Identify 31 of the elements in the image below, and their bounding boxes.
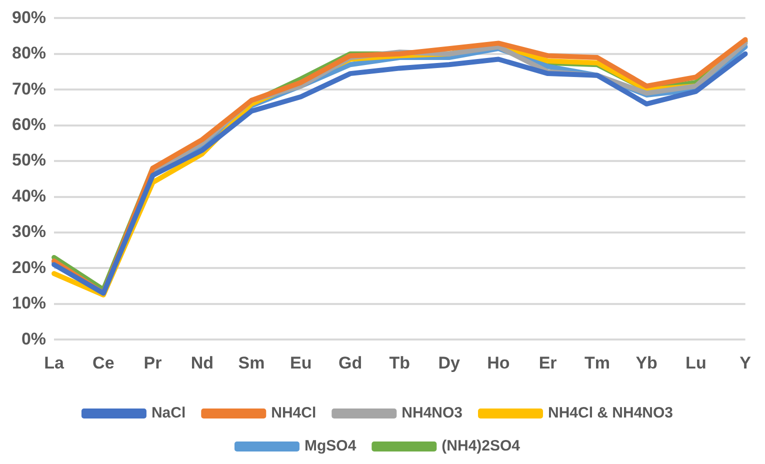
x-tick-label: Lu (686, 353, 706, 372)
y-tick-label: 30% (12, 222, 46, 242)
y-tick-label: 80% (12, 44, 46, 63)
x-tick-label: La (44, 353, 64, 372)
x-tick-label: Ce (92, 353, 114, 372)
legend-label: NH4Cl & NH4NO3 (548, 404, 674, 422)
x-tick-label: Eu (290, 353, 312, 372)
x-tick-label: Gd (338, 353, 362, 372)
y-tick-label: 0% (21, 329, 46, 348)
x-tick-label: Tm (584, 353, 610, 372)
x-tick-label: Yb (636, 353, 658, 372)
y-tick-label: 60% (12, 115, 46, 134)
legend-label: NH4Cl (271, 404, 316, 422)
legend-label: MgSO4 (304, 438, 357, 455)
legend-label: (NH4)2SO4 (442, 438, 521, 455)
legend-label: NH4NO3 (402, 404, 463, 422)
x-tick-label: Er (538, 353, 558, 372)
x-tick-label: Y (740, 353, 752, 372)
x-tick-label: Nd (190, 353, 214, 372)
y-tick-label: 40% (12, 186, 46, 206)
x-tick-label: Pr (144, 353, 162, 372)
x-tick-label: Tb (389, 353, 410, 372)
x-tick-label: Ho (487, 353, 510, 372)
x-tick-label: Sm (238, 353, 265, 372)
y-tick-label: 70% (12, 79, 46, 98)
y-tick-label: 90% (12, 8, 46, 27)
y-tick-label: 10% (12, 294, 46, 313)
legend-label: NaCl (151, 404, 186, 422)
x-tick-label: Dy (438, 353, 460, 372)
y-tick-label: 20% (12, 258, 46, 277)
y-tick-label: 50% (12, 150, 46, 170)
